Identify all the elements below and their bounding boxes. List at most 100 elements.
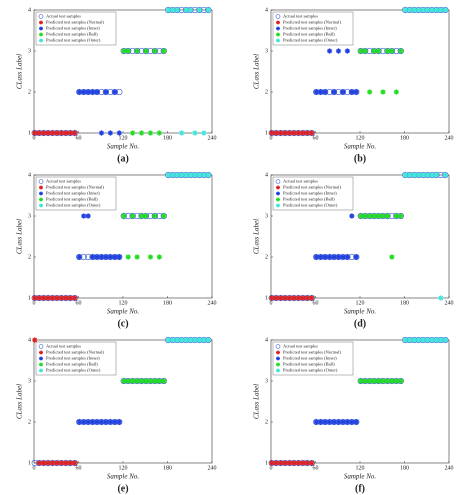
legend-marker xyxy=(276,356,280,361)
legend-label: Predicted test samples (Inner) xyxy=(283,26,337,31)
data-point xyxy=(112,254,118,260)
x-tick-label: 240 xyxy=(445,300,454,306)
legend-marker xyxy=(39,362,43,367)
y-tick-label: 4 xyxy=(28,172,31,178)
data-point xyxy=(295,130,302,136)
data-point xyxy=(402,337,408,343)
data-point xyxy=(134,254,140,260)
data-point xyxy=(174,7,180,13)
data-point xyxy=(415,172,422,178)
data-point xyxy=(398,48,404,54)
data-point xyxy=(331,254,337,260)
data-point xyxy=(300,295,306,301)
data-point xyxy=(282,295,288,301)
x-tick-label: 60 xyxy=(76,300,82,306)
data-point xyxy=(291,295,297,301)
data-point xyxy=(322,89,328,95)
data-point xyxy=(358,48,364,54)
data-point xyxy=(371,378,377,384)
data-point xyxy=(205,6,212,14)
data-point xyxy=(161,213,167,219)
data-point xyxy=(58,130,65,136)
data-point xyxy=(291,460,297,466)
data-point xyxy=(415,7,422,13)
y-tick-label: 2 xyxy=(28,254,31,260)
panel-label: (c) xyxy=(117,318,128,329)
data-point xyxy=(147,130,154,136)
legend-label: Actual test samples xyxy=(283,14,318,19)
data-point xyxy=(143,48,149,54)
data-point xyxy=(411,337,417,343)
data-point xyxy=(309,460,315,466)
data-point xyxy=(393,89,399,95)
data-point xyxy=(389,48,395,54)
data-point xyxy=(143,378,149,384)
data-point xyxy=(340,89,346,95)
data-point xyxy=(130,213,136,219)
legend-marker xyxy=(39,203,43,208)
legend-label: Predicted test samples (Ball) xyxy=(283,362,335,367)
data-point xyxy=(67,130,73,136)
legend-label: Predicted test samples (Normal) xyxy=(283,185,341,190)
data-point xyxy=(45,460,51,466)
legend-marker xyxy=(39,368,43,373)
y-tick-label: 1 xyxy=(265,460,268,466)
legend-marker xyxy=(276,185,280,190)
data-point xyxy=(304,295,310,301)
legend-label: Predicted test samples (Normal) xyxy=(283,350,341,355)
data-point xyxy=(187,7,194,13)
data-point xyxy=(331,89,337,95)
data-point xyxy=(286,460,293,466)
y-tick-label: 2 xyxy=(28,419,31,425)
data-point xyxy=(32,337,38,343)
legend-label: Predicted test samples (Normal) xyxy=(283,20,341,25)
data-point xyxy=(278,295,284,301)
legend-label: Predicted test samples (Inner) xyxy=(283,191,337,196)
data-point xyxy=(322,254,328,260)
data-point xyxy=(116,254,122,260)
data-point xyxy=(36,460,42,466)
data-point xyxy=(313,419,319,425)
data-point xyxy=(205,172,211,178)
x-tick-label: 60 xyxy=(313,465,319,471)
legend-marker xyxy=(39,350,43,355)
panel-label: (f) xyxy=(355,483,365,494)
data-point xyxy=(411,7,417,13)
legend-box xyxy=(272,176,354,211)
x-tick-label: 180 xyxy=(163,300,172,306)
panel-label: (a) xyxy=(117,153,129,164)
data-point xyxy=(205,7,211,13)
y-tick-label: 4 xyxy=(265,172,268,178)
x-tick-label: 120 xyxy=(356,135,365,141)
x-axis-label: Sample No. xyxy=(344,308,377,316)
data-point xyxy=(384,213,391,219)
data-point xyxy=(183,172,189,178)
legend-label: Predicted test samples (Ball) xyxy=(46,197,98,202)
legend-marker xyxy=(39,32,43,37)
data-point xyxy=(161,378,167,384)
data-point xyxy=(326,254,333,260)
data-point xyxy=(433,172,439,178)
legend-label: Actual test samples xyxy=(46,344,81,349)
data-point xyxy=(151,212,158,220)
data-point xyxy=(201,172,207,178)
data-point xyxy=(160,47,167,55)
data-point xyxy=(295,460,302,466)
data-point xyxy=(402,172,408,178)
data-point xyxy=(318,89,324,95)
data-point xyxy=(94,254,100,260)
data-point xyxy=(147,254,154,260)
data-point xyxy=(398,213,404,219)
data-point xyxy=(326,419,333,425)
data-point xyxy=(165,7,171,13)
y-tick-label: 3 xyxy=(28,378,31,384)
data-point xyxy=(41,295,47,301)
data-point xyxy=(49,295,56,301)
y-tick-label: 3 xyxy=(28,48,31,54)
data-point xyxy=(282,460,288,466)
legend-marker xyxy=(275,344,281,349)
data-point xyxy=(63,460,69,466)
y-axis-label: CLass Label xyxy=(16,384,24,419)
x-axis-label: Sample No. xyxy=(107,473,140,481)
data-point xyxy=(32,130,38,136)
